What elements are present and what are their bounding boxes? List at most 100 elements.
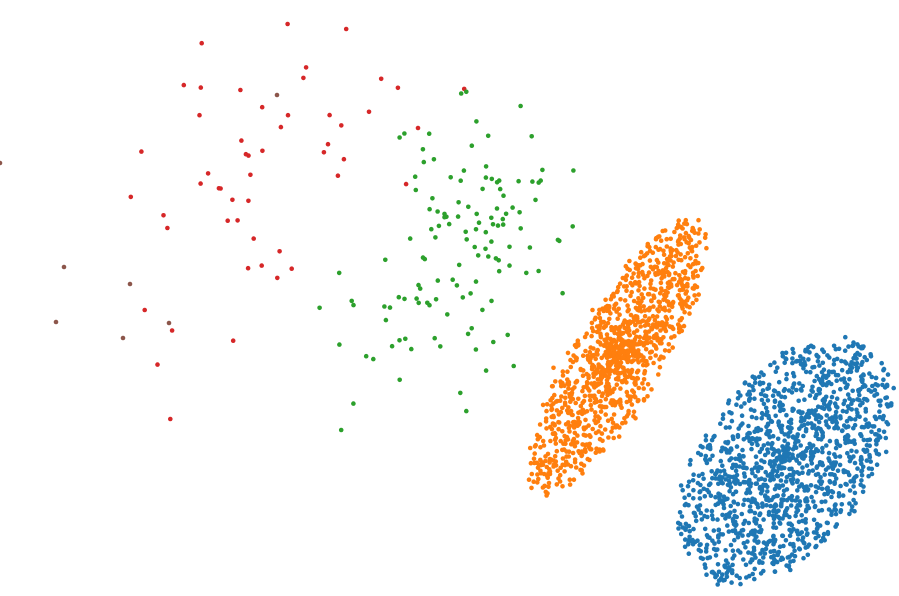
data-point [602, 324, 608, 329]
data-point [786, 388, 792, 393]
data-point [822, 373, 827, 379]
data-point [626, 354, 632, 360]
data-point [239, 138, 244, 143]
data-point [845, 404, 851, 409]
data-point [709, 469, 714, 474]
data-point [658, 280, 664, 286]
data-point [874, 442, 879, 447]
data-point [779, 466, 784, 471]
data-point [456, 262, 462, 268]
data-point [880, 382, 885, 388]
data-point [847, 376, 852, 382]
data-point [618, 386, 623, 391]
data-point [559, 394, 564, 399]
data-point [618, 297, 623, 302]
data-point [678, 483, 684, 488]
data-point [553, 435, 559, 441]
data-point [165, 225, 170, 231]
data-point [155, 362, 160, 367]
data-point [620, 338, 625, 343]
data-point [791, 544, 796, 549]
data-point [759, 458, 764, 463]
data-point [822, 398, 827, 403]
data-point [695, 450, 701, 456]
data-point [715, 501, 721, 506]
data-point [732, 508, 737, 514]
data-point [553, 379, 558, 384]
data-point [603, 396, 609, 402]
data-point [581, 425, 587, 431]
data-point [772, 548, 777, 554]
data-point [628, 280, 633, 286]
data-point [687, 311, 692, 316]
data-point [580, 388, 585, 394]
data-point [801, 433, 806, 439]
data-point [564, 449, 569, 454]
data-point [702, 526, 708, 532]
data-point [799, 417, 805, 423]
data-point [787, 533, 793, 538]
data-point [570, 450, 576, 456]
data-point [808, 449, 814, 455]
data-point [705, 534, 711, 540]
data-point [575, 433, 580, 438]
data-point [604, 354, 610, 359]
data-point [784, 371, 789, 377]
data-point [833, 346, 839, 352]
data-point [768, 478, 773, 483]
data-point [723, 440, 728, 445]
data-point [765, 489, 770, 494]
data-point [832, 481, 837, 487]
data-point [787, 458, 792, 463]
data-point [629, 359, 635, 364]
data-point [746, 532, 751, 538]
data-point [420, 255, 426, 260]
data-point [656, 299, 661, 305]
data-point [879, 360, 884, 366]
data-point [812, 449, 817, 455]
data-point [722, 446, 728, 452]
data-point [599, 393, 605, 399]
data-point [321, 150, 327, 155]
data-point [570, 224, 575, 229]
data-point [663, 288, 668, 294]
data-point [824, 443, 829, 448]
data-point [548, 424, 553, 430]
data-point [694, 253, 699, 259]
data-point [837, 454, 843, 459]
data-point [238, 87, 243, 93]
data-point [700, 265, 705, 271]
data-point [844, 482, 849, 487]
data-point [648, 278, 654, 283]
data-point [761, 443, 767, 448]
data-point [528, 460, 534, 466]
data-point [560, 290, 565, 296]
data-point [688, 457, 693, 463]
data-point [596, 429, 601, 434]
data-point [551, 365, 556, 371]
data-point [778, 557, 784, 563]
data-point [851, 454, 856, 459]
data-point [691, 526, 696, 532]
data-point [692, 230, 697, 236]
data-point [835, 405, 840, 410]
data-point [610, 420, 616, 426]
data-point [808, 483, 814, 488]
data-point [868, 459, 873, 464]
data-point [683, 217, 689, 223]
data-point [402, 131, 407, 136]
data-point [767, 428, 773, 434]
data-point [507, 244, 512, 250]
data-point [795, 488, 800, 493]
data-point [493, 256, 499, 261]
data-point [728, 510, 733, 515]
data-point [494, 206, 500, 211]
data-point [796, 398, 801, 404]
data-point [720, 416, 726, 422]
data-point [855, 397, 860, 402]
data-point [597, 449, 602, 454]
data-point [597, 315, 603, 321]
data-point [806, 471, 811, 476]
data-point [760, 560, 765, 565]
